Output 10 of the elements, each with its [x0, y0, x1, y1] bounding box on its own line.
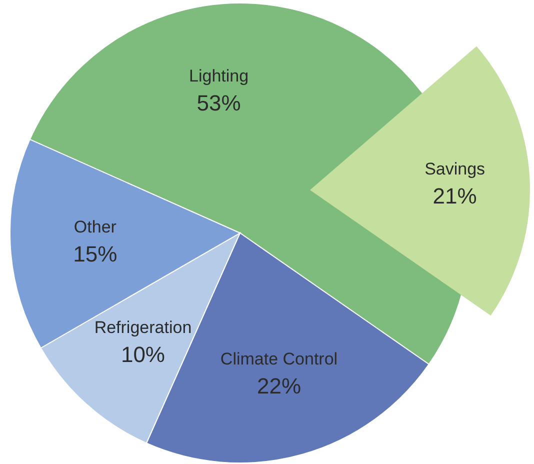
data-label: 10%	[120, 342, 165, 367]
slice-label: Lighting	[189, 66, 249, 86]
slice-label: Climate Control	[220, 350, 338, 369]
slice-label: Savings	[424, 159, 486, 178]
data-label: 21%	[432, 183, 477, 208]
data-label: 22%	[256, 374, 302, 399]
slice-label: Refrigeration	[94, 318, 192, 337]
data-label: 53%	[196, 90, 241, 116]
slice-label: Other	[74, 218, 117, 237]
data-label: 15%	[73, 242, 118, 267]
